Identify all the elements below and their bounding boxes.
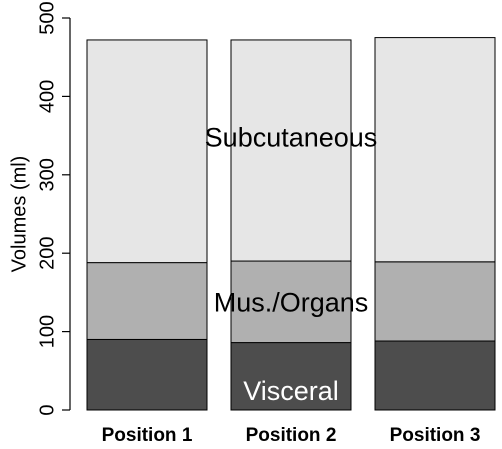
bar-segment-2-1 (230, 342, 352, 411)
bar-segment-3-1 (374, 340, 496, 411)
y-tick-label-300: 300 (36, 158, 58, 191)
y-tick-label-200: 200 (36, 237, 58, 270)
bars-group (86, 37, 496, 411)
x-tick-label-2: Position 2 (246, 425, 337, 446)
y-tick-label-500: 500 (36, 1, 58, 34)
y-axis: 0 100 200 300 400 500 (36, 1, 71, 416)
annotation-label-3: Visceral (243, 376, 339, 406)
y-tick-label-100: 100 (36, 315, 58, 348)
annotations-group: Subcutaneous Mus./Organs Visceral (205, 123, 378, 406)
x-tick-label-1: Position 1 (102, 425, 193, 446)
bar-segment-3-3 (374, 37, 496, 263)
y-tick-label-400: 400 (36, 80, 58, 113)
x-tick-label-3: Position 3 (390, 425, 481, 446)
bar-segment-2-2 (230, 260, 352, 344)
x-axis: Position 1 Position 2 Position 3 (102, 425, 481, 446)
bar-segment-3-2 (374, 261, 496, 342)
y-tick-label-0: 0 (36, 404, 58, 415)
annotation-label-1: Subcutaneous (205, 123, 378, 153)
bar-segment-1-3 (86, 39, 208, 264)
bar-segment-1-2 (86, 262, 208, 340)
annotation-label-2: Mus./Organs (214, 287, 369, 317)
bar-segment-1-1 (86, 338, 208, 411)
bar-segment-2-3 (230, 39, 352, 262)
y-axis-label: Volumes (ml) (8, 156, 30, 273)
